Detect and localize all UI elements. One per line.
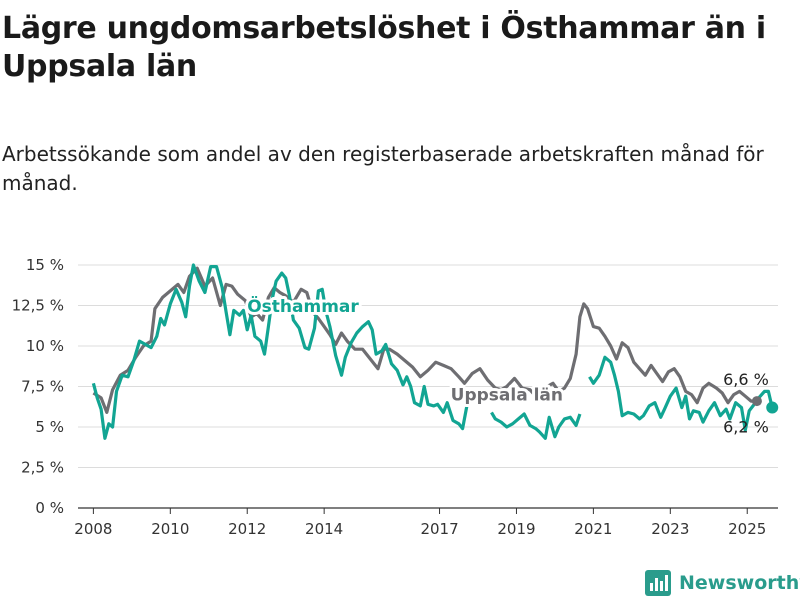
chart-subtitle: Arbetssökande som andel av den registerb… [2, 142, 764, 195]
end-marker-uppsala-lan [751, 396, 762, 407]
y-tick-label: 7,5 % [21, 378, 64, 396]
end-marker-osthammar [766, 401, 779, 414]
bar-chart-logo-icon [645, 570, 671, 596]
y-tick-label: 12,5 % [12, 297, 64, 315]
x-tick-label: 2012 [228, 520, 266, 538]
x-tick-label: 2025 [728, 520, 766, 538]
end-value-osthammar: 6,2 % [723, 418, 769, 437]
series-line-osthammar [588, 355, 774, 432]
end-value-uppsala-lan: 6,6 % [723, 370, 769, 389]
line-chart: 0 %2,5 %5 %7,5 %10 %12,5 %15 % 2008 2010 2… [12, 256, 779, 538]
y-tick-label: 2,5 % [21, 459, 64, 477]
newsworthy-logo: Newsworthy [645, 568, 800, 598]
y-tick-label: 0 % [35, 499, 64, 517]
chart-series [91, 263, 779, 440]
x-tick-label: 2021 [574, 520, 612, 538]
y-tick-label: 5 % [35, 418, 64, 436]
x-tick-label: 2010 [151, 520, 189, 538]
x-tick-label: 2023 [651, 520, 689, 538]
series-label-uppsala-lan-halo: Uppsala län [451, 385, 563, 405]
y-tick-label: 10 % [26, 337, 64, 355]
series-line-osthammar [490, 411, 582, 440]
series-label-osthammar-halo: Östhammar [247, 295, 359, 317]
x-tick-label: 2017 [420, 520, 458, 538]
y-axis: 0 % 2,5 % 5 % 7,5 % 10 % 12,5 % 15 % [12, 256, 64, 517]
series-label-osthammar: Östhammar [247, 295, 359, 317]
x-tick-label: 2014 [305, 520, 343, 538]
series-label-uppsala-lan: Uppsala län [451, 385, 563, 405]
x-tick-label: 2008 [74, 520, 112, 538]
series-line-uppsala-lan [92, 266, 755, 414]
x-axis: 2008 2010 2012 2014 2017 2019 2021 2023 2025 [74, 508, 766, 538]
series-line-osthammar [91, 263, 470, 440]
y-tick-label: 15 % [26, 256, 64, 274]
brand-name: Newsworthy [679, 572, 800, 594]
x-tick-label: 2019 [497, 520, 535, 538]
page-title: Lägre ungdomsarbetslöshet i Östhammar än… [2, 11, 766, 84]
